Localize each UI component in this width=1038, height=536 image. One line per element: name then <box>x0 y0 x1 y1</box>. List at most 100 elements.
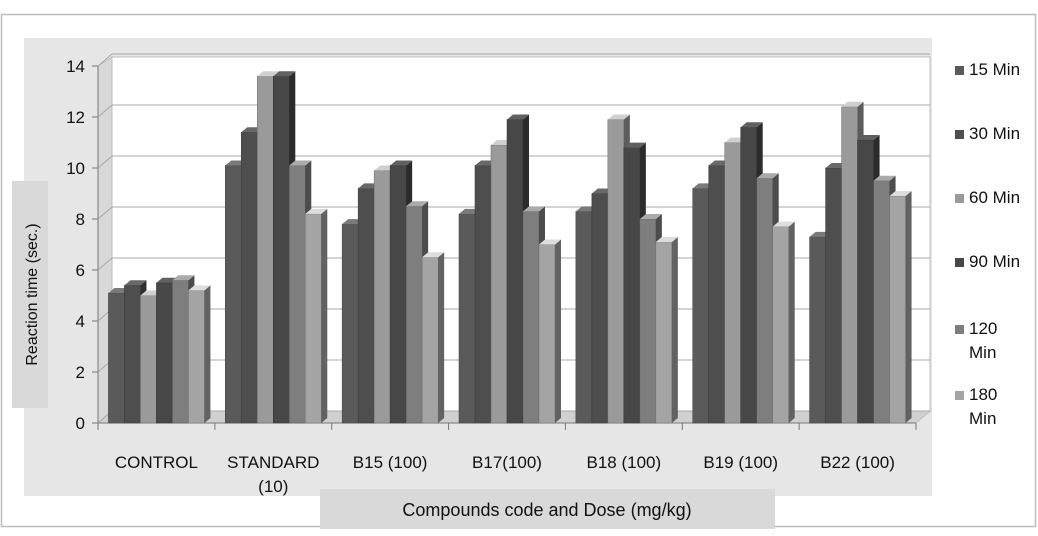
bar-180-min <box>188 285 211 424</box>
x-axis-title-box <box>320 489 775 529</box>
legend-label: 60 Min <box>969 188 1020 207</box>
bar-180-min <box>655 236 678 424</box>
y-axis-title: Reaction time (sec.) <box>24 223 41 365</box>
bar-front <box>140 295 157 424</box>
legend-label: 90 Min <box>969 252 1020 271</box>
legend-swatch <box>955 325 964 334</box>
bar-front <box>655 241 673 424</box>
bar-front <box>289 165 306 424</box>
x-tick-label: CONTROL <box>115 453 198 472</box>
x-tick-label: B19 (100) <box>703 453 778 472</box>
y-tick-label: 6 <box>76 261 85 280</box>
x-tick-label: (10) <box>258 477 288 496</box>
bar-front <box>241 132 258 424</box>
bar-front <box>538 244 556 424</box>
bar-top <box>188 285 211 291</box>
legend-item: 90 Min <box>955 252 1020 271</box>
bar-front <box>607 119 625 424</box>
bar-front <box>156 282 173 424</box>
bar-front <box>724 142 741 424</box>
legend-swatch <box>955 130 964 139</box>
bar-top <box>873 175 896 181</box>
bar-front <box>421 257 439 424</box>
bar-front <box>857 139 874 424</box>
x-axis-ticks: CONTROL STANDARD (10) B15 (100) B17(100) B18 … <box>97 423 917 496</box>
gridline-side <box>97 104 113 118</box>
bar-side <box>438 252 445 423</box>
bar-front <box>357 188 375 424</box>
legend-item: 180 Min <box>955 385 997 428</box>
bar-front <box>772 226 789 424</box>
bar-front <box>373 170 391 424</box>
legend-label: 15 Min <box>969 60 1020 79</box>
legend-item: 15 Min <box>955 60 1020 79</box>
bar-top <box>857 134 880 140</box>
x-tick-label: STANDARD <box>227 453 319 472</box>
bar-front <box>809 236 826 424</box>
y-tick-label: 14 <box>66 57 85 76</box>
bar-front <box>124 285 141 424</box>
bar-side <box>555 239 561 423</box>
gridline-side <box>97 257 113 271</box>
bar-top <box>756 173 779 179</box>
y-axis-ticks: 0 2 4 6 8 10 12 14 <box>66 57 98 433</box>
legend: 15 Min 30 Min 60 Min 90 Min 120 Min 180 Min <box>955 60 1020 428</box>
bar-front <box>341 223 359 424</box>
bar-front <box>756 177 773 424</box>
bar-front <box>305 213 322 424</box>
bar-front <box>692 188 709 424</box>
bar-front <box>405 206 423 424</box>
legend-item: 30 Min <box>955 124 1020 143</box>
bar-front <box>506 119 524 424</box>
y-axis-title-box <box>12 181 48 408</box>
bar-180-min <box>889 191 912 424</box>
legend-item: 60 Min <box>955 188 1020 207</box>
y-tick-label: 0 <box>76 414 85 433</box>
bar-top <box>406 201 429 207</box>
bar-front <box>623 147 641 424</box>
gridline-side <box>97 155 113 169</box>
bar-top <box>422 252 445 258</box>
bar-front <box>458 213 476 424</box>
legend-swatch <box>955 194 964 203</box>
y-tick-label: 8 <box>76 210 85 229</box>
bar-180-min <box>305 208 328 424</box>
bar-top <box>655 236 678 242</box>
legend-swatch <box>955 66 964 75</box>
x-tick-label: B15 (100) <box>353 453 428 472</box>
bar-top <box>124 280 147 286</box>
y-tick-label: 2 <box>76 363 85 382</box>
gridline-side <box>97 206 113 220</box>
bar-front <box>825 167 842 424</box>
bar-front <box>639 218 657 424</box>
gridline-side <box>97 53 113 67</box>
bar-top <box>772 221 795 227</box>
bar-top <box>539 239 561 245</box>
bar-front <box>108 292 125 424</box>
bar-side <box>788 221 795 423</box>
bar-side <box>321 208 328 423</box>
bar-180-min <box>772 221 795 424</box>
bar-top <box>172 275 195 281</box>
bar-front <box>889 195 906 424</box>
bar-front <box>873 180 890 424</box>
bar-top <box>523 206 545 212</box>
bar-front <box>575 211 593 424</box>
bar-top <box>841 101 864 107</box>
bar-front <box>490 144 508 424</box>
y-tick-label: 12 <box>66 108 85 127</box>
bar-top <box>740 122 763 128</box>
bar-top <box>273 71 296 77</box>
x-axis-title: Compounds code and Dose (mg/kg) <box>402 500 691 520</box>
bar-front <box>841 106 858 424</box>
y-tick-label: 4 <box>76 312 85 331</box>
legend-swatch <box>955 258 964 267</box>
bar-top <box>289 160 312 166</box>
legend-label: Min <box>969 409 996 428</box>
bar-180-min <box>421 252 445 424</box>
bar-top <box>607 114 630 120</box>
bar-top <box>257 71 280 77</box>
legend-label: 180 <box>969 385 997 404</box>
